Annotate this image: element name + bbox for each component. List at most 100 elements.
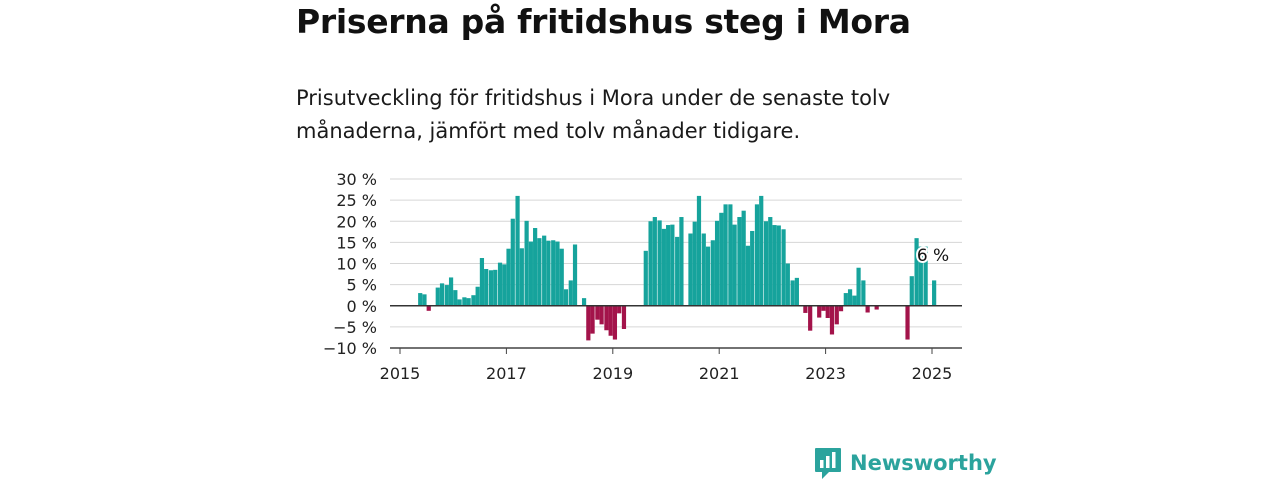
bar [542, 235, 547, 306]
bar [471, 295, 476, 306]
bar [488, 270, 494, 306]
bar [763, 221, 769, 306]
y-tick-label: 15 % [336, 233, 377, 252]
bar [537, 238, 542, 306]
annotation-label: 6 % [917, 246, 949, 266]
tick-labels: 30 % 25 % 20 % 15 % 10 % 5 % 0 % −5 % −10 %2015 2… [323, 170, 952, 383]
bar [714, 220, 720, 306]
y-tick-label: 0 % [347, 297, 377, 316]
bar [759, 195, 764, 306]
bar [914, 238, 919, 306]
bar [510, 218, 515, 306]
bar [808, 305, 813, 331]
bar [772, 225, 777, 306]
bar [918, 246, 923, 306]
bar [817, 305, 822, 318]
annotation-halo: 6 % [917, 246, 949, 266]
bar [701, 233, 706, 306]
x-tick-label: 2017 [486, 364, 527, 383]
bar [555, 241, 560, 306]
y-tick-label: 10 % [336, 255, 377, 274]
bar [803, 305, 808, 313]
bar [621, 305, 627, 329]
bar [838, 305, 844, 312]
bar [675, 236, 680, 306]
bar [825, 305, 830, 318]
bar [874, 305, 879, 310]
bar [590, 305, 595, 334]
bar [666, 225, 671, 306]
bar [754, 204, 760, 306]
bar [710, 240, 715, 306]
bar [466, 298, 471, 306]
newsworthy-logo-icon [815, 447, 841, 479]
bar [572, 244, 578, 306]
bar [559, 248, 564, 306]
bar [506, 248, 511, 306]
bar [750, 230, 755, 306]
bar [696, 195, 702, 306]
chart-subtitle: Prisutveckling för fritidshus i Mora und… [296, 86, 891, 143]
bar [932, 280, 937, 306]
bar [546, 240, 551, 306]
bar [843, 293, 848, 306]
bar [719, 212, 724, 306]
bar [479, 258, 485, 306]
bar-chart: 30 % 25 % 20 % 15 % 10 % 5 % 0 % −5 % −10 %2015 2… [323, 170, 962, 383]
bar [595, 305, 600, 320]
bar [657, 220, 662, 306]
y-tick-label: 25 % [336, 191, 377, 210]
bar [439, 283, 445, 306]
bar [745, 245, 751, 306]
bar [551, 240, 556, 306]
bar [422, 294, 427, 306]
x-tick-label: 2023 [805, 364, 846, 383]
x-tick-label: 2021 [699, 364, 740, 383]
bar [692, 221, 697, 306]
bar [448, 277, 454, 306]
bar [847, 289, 853, 306]
bar [484, 268, 489, 306]
bar [497, 262, 503, 306]
bar [453, 290, 458, 306]
bar [426, 305, 431, 311]
bar [643, 250, 648, 306]
bar [768, 217, 773, 306]
bar [732, 224, 737, 306]
bar [821, 305, 826, 311]
bar [457, 299, 462, 306]
y-tick-label: −5 % [333, 318, 377, 337]
y-tick-label: −10 % [323, 339, 377, 358]
bar [528, 241, 533, 306]
bar [581, 298, 587, 306]
bar [652, 217, 657, 306]
bar [493, 269, 498, 306]
bar [705, 246, 711, 306]
bar [462, 297, 467, 306]
newsworthy-logo-text: Newsworthy [850, 451, 997, 475]
bar [475, 286, 480, 306]
annotation: 6 %6 % [915, 244, 951, 268]
bar [737, 217, 742, 306]
bar [563, 289, 569, 306]
bar [612, 305, 618, 340]
bar [604, 305, 609, 331]
bar [856, 267, 861, 306]
bar [776, 225, 781, 306]
bar [519, 248, 524, 306]
bar [688, 233, 693, 306]
bar [790, 280, 795, 306]
bar [679, 217, 684, 306]
bar [861, 280, 866, 306]
bar [524, 220, 529, 306]
bar [741, 210, 746, 306]
bar [648, 221, 653, 306]
y-tick-label: 20 % [336, 212, 377, 231]
bar [444, 285, 449, 306]
bar [829, 305, 835, 335]
bar [905, 305, 910, 340]
bar [568, 280, 573, 306]
bar [502, 264, 507, 306]
x-tick-label: 2025 [912, 364, 953, 383]
y-tick-label: 30 % [336, 170, 377, 189]
